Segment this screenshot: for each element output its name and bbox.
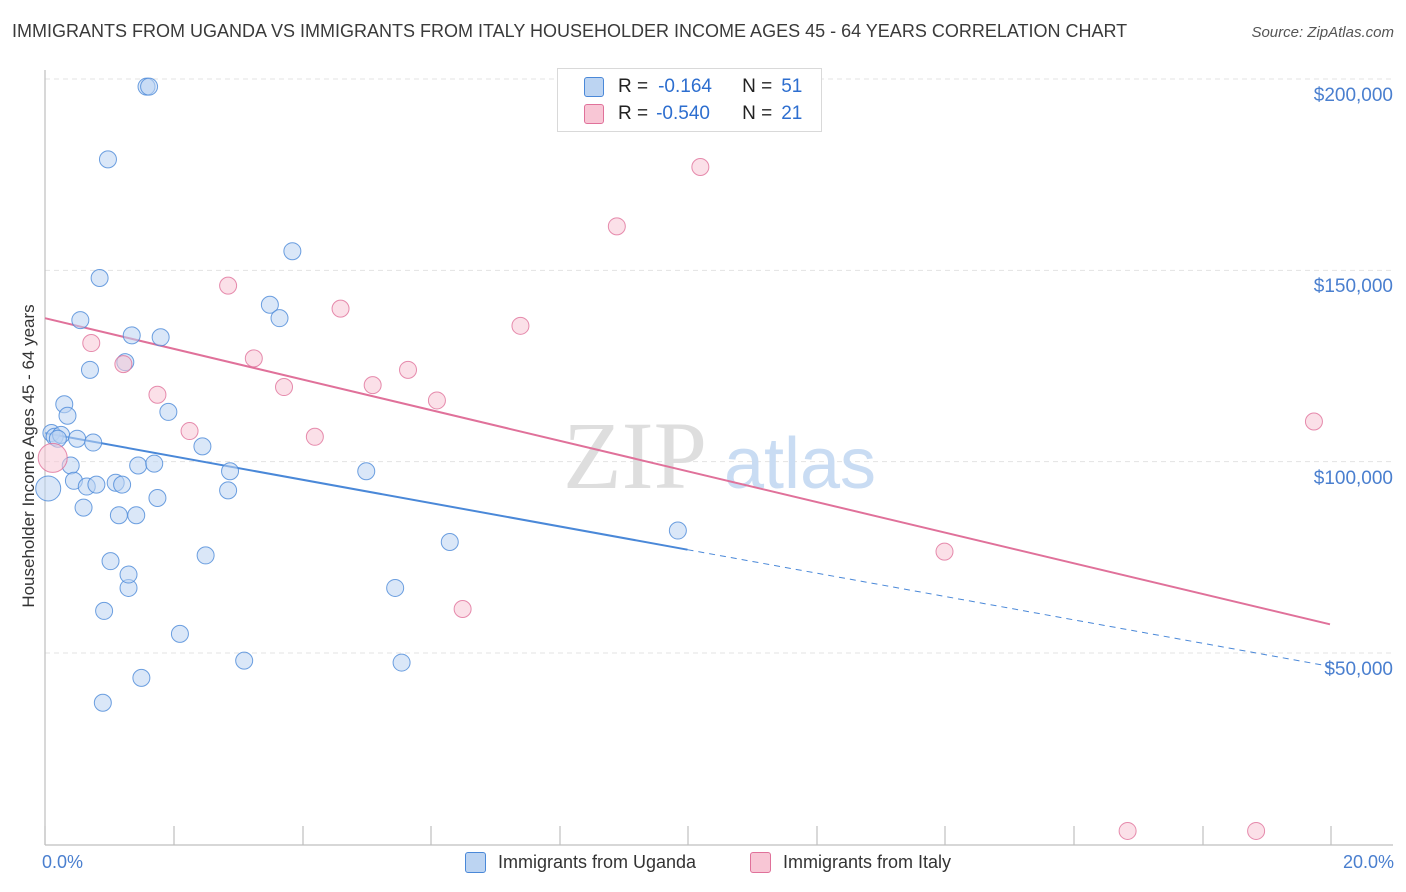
point-uganda-0 xyxy=(35,475,62,502)
legend-row-uganda: R = -0.164 N = 51 xyxy=(558,74,802,100)
point-uganda-13 xyxy=(84,433,103,452)
point-uganda-46 xyxy=(386,578,405,597)
point-italy-6 xyxy=(244,349,263,368)
point-italy-12 xyxy=(427,391,446,410)
legend-n-label-uganda: N = xyxy=(742,76,773,97)
point-uganda-21 xyxy=(109,506,128,525)
point-uganda-18 xyxy=(98,150,117,169)
point-italy-11 xyxy=(399,360,418,379)
point-uganda-48 xyxy=(440,533,459,552)
watermark: ZIP atlas xyxy=(563,402,876,509)
point-uganda-37 xyxy=(196,546,215,565)
legend-r-label-italy: R = xyxy=(618,103,649,124)
point-uganda-34 xyxy=(151,328,170,347)
x-tick-label-min: 0.0% xyxy=(42,852,84,872)
point-uganda-9 xyxy=(71,311,90,330)
bottom-legend-uganda: Immigrants from Uganda xyxy=(465,852,696,873)
point-uganda-41 xyxy=(235,651,254,670)
bottom-legend-swatch-uganda xyxy=(465,852,486,873)
point-italy-7 xyxy=(275,378,294,397)
chart-title: IMMIGRANTS FROM UGANDA VS IMMIGRANTS FRO… xyxy=(12,21,1128,41)
point-uganda-35 xyxy=(159,402,178,421)
point-italy-4 xyxy=(180,422,199,441)
source-credit: Source: ZipAtlas.com xyxy=(1251,24,1394,41)
bottom-legend-swatch-italy xyxy=(750,852,771,873)
trend-line-uganda-extension xyxy=(687,549,1331,667)
point-uganda-45 xyxy=(357,462,376,481)
point-uganda-8 xyxy=(68,429,87,448)
watermark-zip: ZIP xyxy=(563,402,707,509)
point-uganda-49 xyxy=(668,521,687,540)
point-uganda-44 xyxy=(283,242,302,261)
point-italy-3 xyxy=(148,385,167,404)
point-italy-5 xyxy=(219,276,238,295)
point-italy-8 xyxy=(305,427,324,446)
legend-r-label-uganda: R = xyxy=(618,76,649,97)
legend-n-label-italy: N = xyxy=(742,103,773,124)
point-italy-13 xyxy=(453,599,472,618)
trend-line-italy xyxy=(44,317,1331,626)
legend-swatch-italy xyxy=(584,104,604,124)
y-tick-label-0: $50,000 xyxy=(1324,659,1393,680)
point-uganda-28 xyxy=(129,456,148,475)
point-uganda-38 xyxy=(193,437,212,456)
point-italy-20 xyxy=(1304,412,1323,431)
point-uganda-47 xyxy=(392,653,411,672)
point-italy-18 xyxy=(1118,821,1137,840)
y-tick-label-1: $100,000 xyxy=(1313,467,1393,489)
bottom-legend-label-uganda: Immigrants from Uganda xyxy=(498,852,697,872)
point-italy-14 xyxy=(511,316,530,335)
point-uganda-5 xyxy=(58,406,77,425)
y-tick-label-2: $150,000 xyxy=(1313,276,1393,298)
point-uganda-32 xyxy=(145,454,164,473)
trend-line-uganda xyxy=(44,431,688,551)
point-uganda-16 xyxy=(93,693,112,712)
point-italy-9 xyxy=(331,299,350,318)
y-axis-label: Householder Income Ages 45 - 64 years xyxy=(19,304,38,608)
legend-r-value-italy: -0.540 xyxy=(656,103,710,124)
y-tick-label-3: $200,000 xyxy=(1313,85,1393,106)
data-points xyxy=(35,77,1323,840)
point-italy-10 xyxy=(363,376,382,395)
bottom-legend-italy: Immigrants from Italy xyxy=(750,852,951,873)
x-tick-label-max: 20.0% xyxy=(1342,852,1394,872)
point-uganda-25 xyxy=(119,565,138,584)
bottom-legend-label-italy: Immigrants from Italy xyxy=(783,852,952,872)
point-italy-0 xyxy=(37,442,68,473)
trend-lines xyxy=(44,317,1331,667)
point-italy-16 xyxy=(691,158,710,177)
point-italy-2 xyxy=(114,355,133,374)
point-uganda-27 xyxy=(127,506,146,525)
point-uganda-14 xyxy=(87,475,106,494)
point-italy-17 xyxy=(935,542,954,561)
point-italy-19 xyxy=(1247,821,1266,840)
point-uganda-39 xyxy=(219,481,238,500)
legend-n-value-uganda: 51 xyxy=(781,76,803,97)
axes xyxy=(44,70,1393,846)
point-uganda-26 xyxy=(122,326,141,345)
point-uganda-17 xyxy=(95,601,114,620)
point-uganda-40 xyxy=(221,462,240,481)
legend-n-value-italy: 21 xyxy=(781,103,803,124)
point-uganda-15 xyxy=(90,268,109,287)
legend-r-value-uganda: -0.164 xyxy=(658,76,712,97)
point-uganda-12 xyxy=(80,360,99,379)
legend-swatch-uganda xyxy=(584,77,604,97)
watermark-atlas: atlas xyxy=(724,424,876,504)
point-uganda-33 xyxy=(148,489,167,508)
point-italy-15 xyxy=(607,217,626,236)
point-uganda-31 xyxy=(140,77,159,96)
point-uganda-36 xyxy=(170,624,189,643)
legend-row-italy: R = -0.540 N = 21 xyxy=(558,101,802,127)
point-uganda-42 xyxy=(260,295,279,314)
correlation-legend: R = -0.164 N = 51 R = -0.540 N = 21 xyxy=(557,68,822,132)
point-uganda-29 xyxy=(132,668,151,687)
point-uganda-19 xyxy=(101,552,120,571)
point-uganda-43 xyxy=(270,309,289,328)
point-uganda-10 xyxy=(74,498,93,517)
point-italy-1 xyxy=(82,334,101,353)
point-uganda-22 xyxy=(113,475,132,494)
